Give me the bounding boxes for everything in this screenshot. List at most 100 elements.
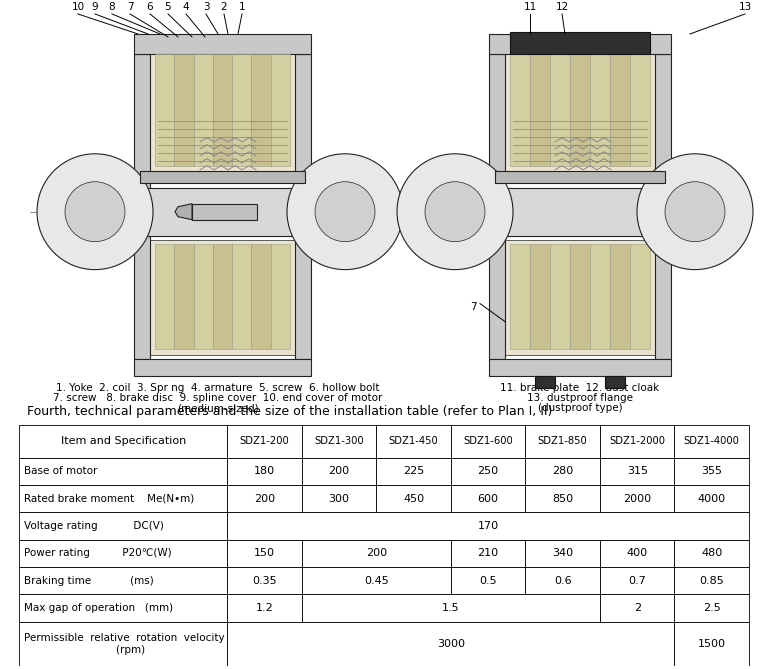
Text: 2000: 2000 [623,494,651,504]
Text: 2: 2 [633,603,641,613]
Bar [535,377,555,389]
Bar [675,595,749,622]
Text: (dustproof type): (dustproof type) [538,403,622,413]
Text: 200: 200 [254,494,275,504]
Text: 7: 7 [470,302,477,312]
Text: 4: 4 [183,2,189,12]
Text: 315: 315 [627,466,648,476]
Bar [194,54,213,166]
Text: 1: 1 [239,2,246,12]
Bar [600,425,675,458]
Bar [605,377,625,389]
Bar [590,54,610,166]
Bar [600,458,675,485]
Bar [600,595,675,622]
Bar [675,485,749,512]
Bar [302,540,451,567]
Text: SDZ1-600: SDZ1-600 [464,436,513,446]
Bar [510,54,530,166]
Text: Base of motor: Base of motor [24,466,97,476]
Circle shape [315,182,375,242]
Bar [227,622,675,666]
Bar [489,34,671,54]
Bar [174,54,194,166]
Text: 11: 11 [523,2,536,12]
Circle shape [637,154,753,270]
Text: 280: 280 [552,466,573,476]
Bar [451,458,526,485]
Bar [610,244,630,349]
Text: 1.5: 1.5 [442,603,460,613]
Text: Power rating          P20℃(W): Power rating P20℃(W) [24,549,171,559]
Bar [174,244,194,349]
Text: 7. screw   8. brake disc  9. spline cover  10. end cover of motor: 7. screw 8. brake disc 9. spline cover 1… [54,393,382,403]
Bar [451,425,526,458]
Bar [530,244,550,349]
Bar [505,54,655,173]
Bar [19,458,227,485]
Bar [510,32,650,54]
Text: Permissible  relative  rotation  velocity
    (rpm): Permissible relative rotation velocity (… [24,633,224,654]
Text: 10: 10 [71,2,85,12]
Text: SDZ1-450: SDZ1-450 [389,436,438,446]
Bar [227,595,302,622]
Bar [570,54,590,166]
Text: 200: 200 [366,549,387,559]
Bar [252,54,271,166]
Bar [150,240,295,355]
Bar [227,485,302,512]
Bar [19,485,227,512]
Text: 480: 480 [701,549,722,559]
Bar [227,425,302,458]
Text: 170: 170 [477,521,499,531]
Text: 0.85: 0.85 [699,576,724,586]
Bar [232,54,252,166]
Bar [526,485,600,512]
Text: 5: 5 [164,2,171,12]
Bar [451,567,526,595]
Text: 4000: 4000 [698,494,726,504]
Bar [550,54,570,166]
Bar [451,485,526,512]
Text: 2.5: 2.5 [703,603,721,613]
Text: 180: 180 [254,466,275,476]
Bar [675,622,749,666]
Text: 13: 13 [738,2,752,12]
Text: Fourth, technical parameters and the size of the installation table (refer to Pl: Fourth, technical parameters and the siz… [27,405,552,418]
Bar [155,54,174,166]
Bar [194,244,213,349]
Bar [271,244,290,349]
Text: 1500: 1500 [698,639,726,649]
Text: 200: 200 [328,466,350,476]
Bar [302,595,600,622]
Bar [150,54,295,173]
Bar [675,458,749,485]
Bar [19,622,227,666]
Text: 9: 9 [92,2,99,12]
Bar [155,244,174,349]
Text: 0.5: 0.5 [480,576,497,586]
Bar [213,54,232,166]
Text: 250: 250 [477,466,499,476]
Text: Voltage rating           DC(V): Voltage rating DC(V) [24,521,164,531]
Text: SDZ1-200: SDZ1-200 [239,436,289,446]
Text: 8: 8 [109,2,116,12]
Text: Rated brake moment    Me(N•m): Rated brake moment Me(N•m) [24,494,194,504]
Bar [570,244,590,349]
Bar [134,54,150,188]
Bar [675,567,749,595]
Bar [630,54,650,166]
Text: 210: 210 [477,549,499,559]
Bar [673,172,691,252]
Bar [134,235,150,359]
Bar [60,188,380,235]
Bar [655,54,671,188]
Bar [600,540,675,567]
Bar [376,485,451,512]
Text: 0.35: 0.35 [252,576,277,586]
Bar [227,512,749,540]
Text: 6: 6 [147,2,153,12]
Bar [134,34,311,54]
Bar [19,540,227,567]
Bar [302,425,376,458]
